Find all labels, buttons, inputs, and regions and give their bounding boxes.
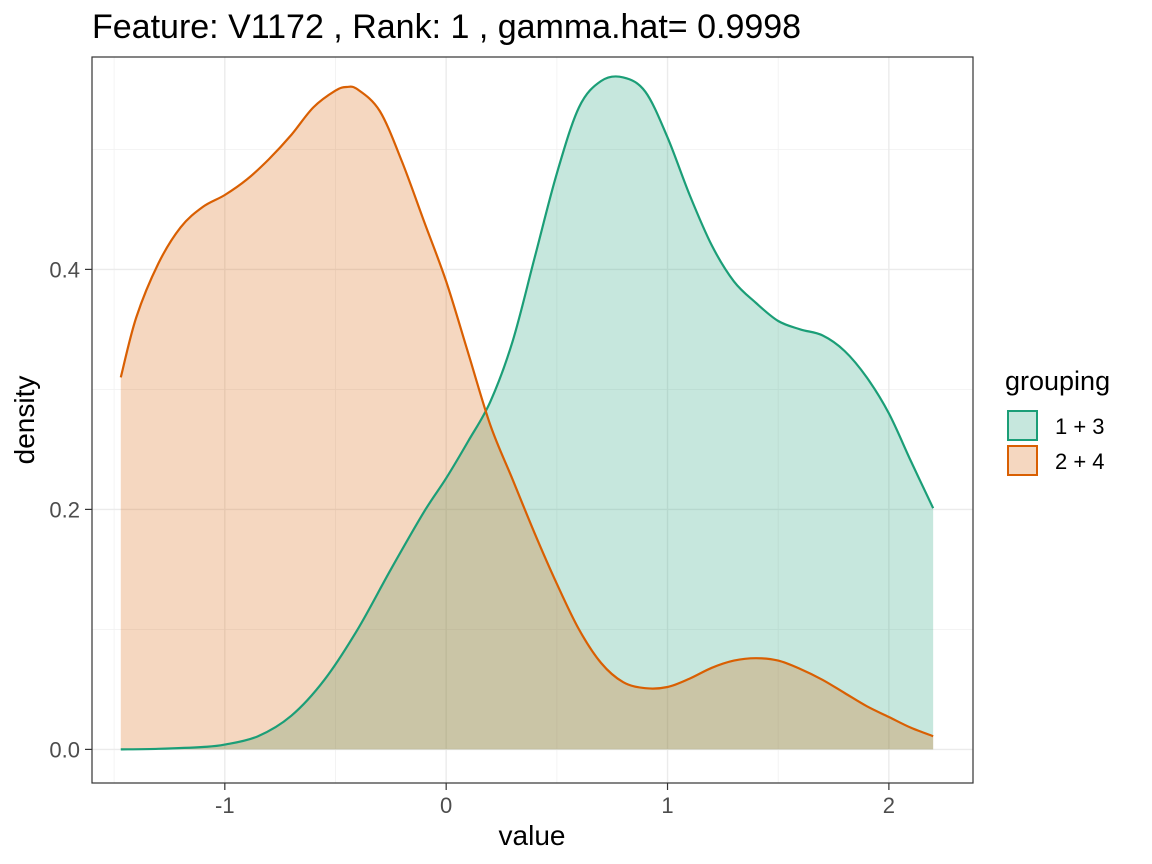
legend-label-1-3: 1 + 3 (1055, 414, 1105, 439)
x-tick-label: 1 (661, 793, 673, 818)
y-axis-title: density (9, 376, 40, 465)
x-tick-label: -1 (215, 793, 235, 818)
x-tick-label: 0 (440, 793, 452, 818)
x-tick-label: 2 (883, 793, 895, 818)
density-areas (120, 76, 934, 750)
density-area-1-3 (120, 76, 934, 750)
legend-swatch-1-3 (1007, 410, 1038, 441)
legend-swatch-2-4 (1007, 445, 1038, 476)
y-axis: 0.0 0.2 0.4 (49, 257, 92, 762)
y-tick-label: 0.0 (49, 737, 80, 762)
x-axis-title: value (499, 820, 566, 851)
legend-label-2-4: 2 + 4 (1055, 449, 1105, 474)
density-line-2-4 (119, 85, 934, 738)
density-line-1-3 (120, 75, 935, 751)
density-area-2-4 (120, 86, 934, 750)
y-tick-label: 0.2 (49, 497, 80, 522)
legend-title: grouping (1005, 366, 1110, 396)
y-tick-label: 0.4 (49, 257, 80, 282)
legend: grouping 1 + 3 2 + 4 (1005, 366, 1110, 476)
panel-border (91, 56, 974, 784)
legend-key-bg (1007, 445, 1038, 476)
legend-key-bg (1007, 410, 1038, 441)
density-lines (119, 75, 935, 751)
x-axis: -1 0 1 2 (215, 783, 895, 818)
chart-title: Feature: V1172 , Rank: 1 , gamma.hat= 0.… (92, 8, 801, 46)
